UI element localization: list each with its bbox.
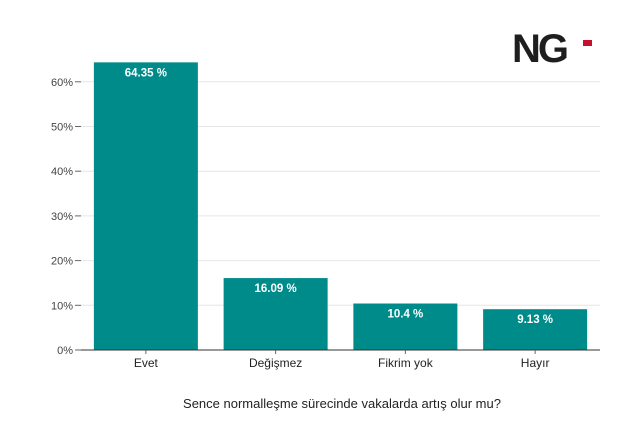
x-category-label: Değişmez [249, 356, 302, 370]
logo-accent-mark [583, 40, 592, 46]
x-axis-caption: Sence normalleşme sürecinde vakalarda ar… [183, 396, 501, 411]
logo-text: NG [512, 27, 567, 71]
y-tick-label: 20% [51, 256, 73, 268]
x-category-label: Fikrim yok [378, 356, 434, 370]
y-tick-label: 10% [51, 300, 73, 312]
y-tick-label: 50% [51, 122, 73, 134]
bar-data-label: 9.13 % [517, 314, 553, 326]
y-axis-ticks: 0% 10% 20% 30% 40% 50% 60% [51, 77, 81, 357]
y-tick-label: 60% [51, 77, 73, 89]
y-tick-label: 0% [57, 345, 73, 357]
bars: 64.35 % 16.09 % 10.4 % 9.13 % [93, 62, 588, 350]
bar [93, 62, 198, 350]
x-category-label: Hayır [521, 356, 550, 370]
x-category-label: Evet [134, 356, 159, 370]
y-tick-label: 30% [51, 211, 73, 223]
ng-logo: NG [512, 27, 592, 71]
bar-data-label: 16.09 % [255, 283, 297, 295]
bar [353, 303, 458, 350]
bar-data-label: 64.35 % [125, 67, 167, 79]
bar [483, 309, 588, 350]
x-axis-labels: Evet Değişmez Fikrim yok Hayır [134, 350, 550, 370]
bar-data-label: 10.4 % [387, 309, 423, 321]
y-tick-label: 40% [51, 166, 73, 178]
bar [223, 278, 328, 350]
